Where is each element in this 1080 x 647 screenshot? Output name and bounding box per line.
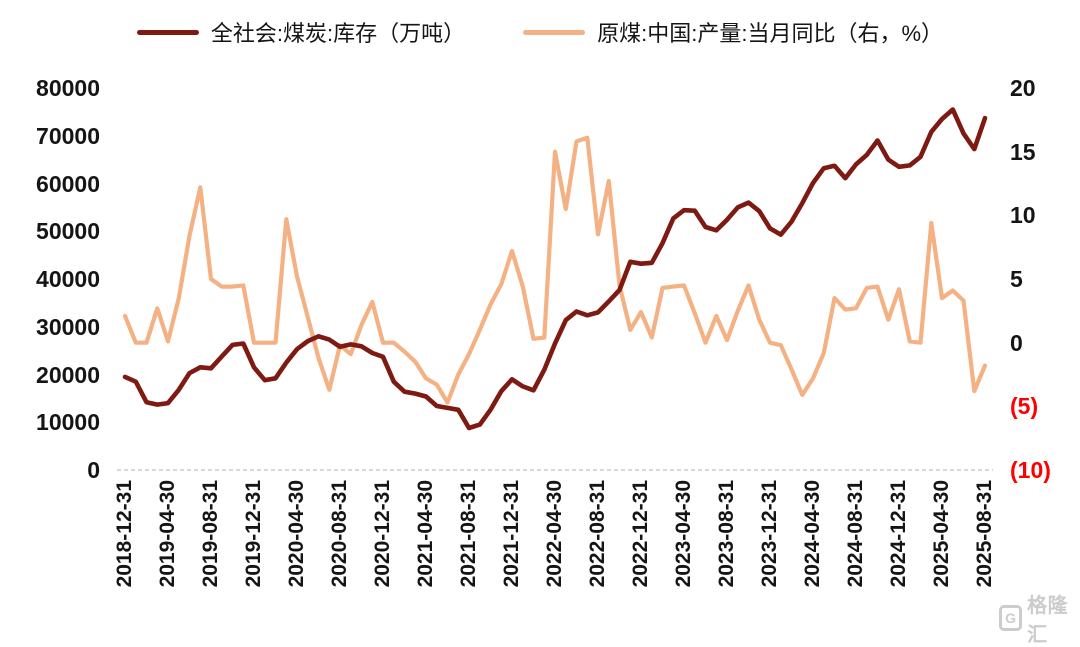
x-axis-tick-label: 2023-12-31 — [758, 480, 781, 588]
x-axis-tick-label: 2023-04-30 — [672, 480, 695, 588]
legend-swatch-yoy — [523, 29, 586, 35]
x-axis-tick-label: 2019-12-31 — [242, 480, 265, 588]
right-axis-tick-label: 10 — [1010, 202, 1036, 229]
chart-legend: 全社会:煤炭:库存（万吨） 原煤:中国:产量:当月同比（右，%） — [0, 16, 1080, 48]
x-axis-tick-label: 2022-12-31 — [629, 480, 652, 588]
inventory-line — [122, 107, 988, 431]
right-axis-tick-label: 15 — [1010, 138, 1036, 165]
watermark: G 格隆汇 — [999, 589, 1080, 647]
left-axis-tick-label: 80000 — [36, 75, 100, 101]
x-axis-tick-label: 2023-08-31 — [715, 480, 738, 588]
x-axis-tick-label: 2021-12-31 — [500, 480, 523, 588]
x-axis-tick-label: 2018-12-31 — [113, 480, 136, 588]
line-chart-svg — [117, 107, 993, 471]
left-axis-tick-label: 50000 — [36, 218, 100, 245]
gelonghui-logo-icon: G — [999, 605, 1023, 631]
right-axis-tick-label: 20 — [1010, 75, 1036, 101]
x-axis-tick-label: 2024-04-30 — [801, 480, 824, 588]
x-axis-tick-label: 2019-08-31 — [199, 480, 222, 588]
right-axis-tick-label: (5) — [1010, 393, 1039, 420]
right-axis-tick-label: 5 — [1010, 266, 1023, 292]
yoy-line — [122, 135, 988, 405]
legend-item-yoy: 原煤:中国:产量:当月同比（右，%） — [523, 16, 943, 48]
legend-label: 原煤:中国:产量:当月同比（右，%） — [597, 21, 944, 46]
x-axis-tick-label: 2022-04-30 — [543, 480, 566, 588]
x-axis-tick-label: 2020-04-30 — [285, 480, 308, 588]
left-axis-tick-label: 30000 — [36, 313, 100, 340]
x-axis-tick-label: 2020-08-31 — [328, 480, 351, 588]
x-axis-tick-label: 2019-04-30 — [156, 480, 179, 588]
x-axis-tick-label: 2021-04-30 — [414, 480, 437, 588]
x-axis-tick-label: 2022-08-31 — [586, 480, 609, 588]
left-axis-tick-label: 20000 — [36, 361, 100, 388]
left-axis-tick-label: 10000 — [36, 409, 100, 436]
x-axis-tick-label: 2025-08-31 — [973, 480, 996, 588]
x-axis-tick-label: 2021-08-31 — [457, 480, 480, 588]
right-axis-tick-label: 0 — [1010, 329, 1023, 356]
left-axis-tick-label: 40000 — [36, 266, 100, 292]
legend-swatch-inventory — [136, 29, 199, 35]
left-axis-tick-label: 60000 — [36, 170, 100, 197]
legend-item-inventory: 全社会:煤炭:库存（万吨） — [136, 16, 466, 48]
left-axis-tick-label: 0 — [87, 457, 100, 483]
right-axis-tick-label: (10) — [1010, 457, 1051, 483]
x-axis-tick-label: 2024-08-31 — [844, 480, 867, 588]
x-axis-tick-label: 2020-12-31 — [371, 480, 394, 588]
x-axis-tick-label: 2025-04-30 — [930, 480, 953, 588]
legend-label: 全社会:煤炭:库存（万吨） — [210, 21, 466, 46]
x-axis-tick-label: 2024-12-31 — [887, 480, 910, 588]
watermark-text: 格隆汇 — [1027, 595, 1069, 646]
left-axis-tick-label: 70000 — [36, 122, 100, 149]
chart-canvas: 全社会:煤炭:库存（万吨） 原煤:中国:产量:当月同比（右，%） 0 10000 20… — [0, 16, 1080, 646]
